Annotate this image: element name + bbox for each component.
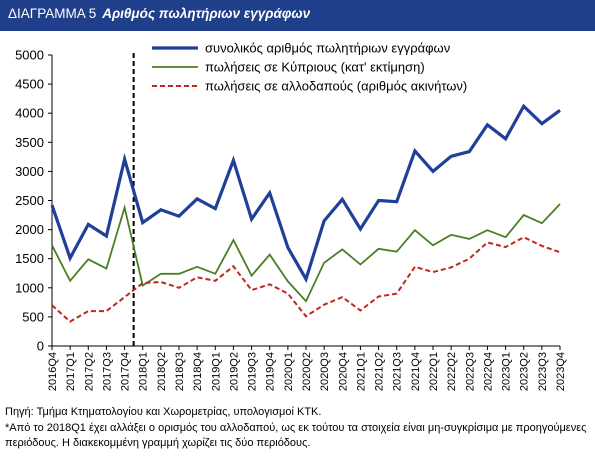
y-tick-label: 0 xyxy=(37,339,44,354)
x-tick-label: 2017Q2 xyxy=(83,352,95,391)
x-tick-label: 2019Q1 xyxy=(210,352,222,391)
x-tick-label: 2017Q1 xyxy=(65,352,77,391)
x-tick-label: 2022Q3 xyxy=(464,352,476,391)
x-tick-label: 2018Q1 xyxy=(138,352,150,391)
x-tick-label: 2020Q3 xyxy=(319,352,331,391)
line-chart: 0 500 1000 1500 2000 2500 3000 3500 4000 4500 5000… xyxy=(15,41,567,392)
x-tick-label: 2018Q2 xyxy=(156,352,168,391)
legend-label-1: συνολικός αριθμός πωλητήριων εγγράφων xyxy=(205,41,450,56)
x-tick-label: 2022Q4 xyxy=(482,352,494,391)
chart-number: ΔΙΑΓΡΑΜΜΑ 5 xyxy=(8,6,97,21)
x-tick-label: 2017Q4 xyxy=(120,352,132,391)
x-tick-label: 2020Q4 xyxy=(337,352,349,391)
y-tick-label: 3500 xyxy=(15,135,44,150)
legend-label-2: πωλήσεις σε Κύπριους (κατ' εκτίμηση) xyxy=(205,60,425,75)
x-tick-label: 2022Q2 xyxy=(446,352,458,391)
x-tick-label: 2023Q2 xyxy=(519,352,531,391)
x-tick-label: 2021Q3 xyxy=(392,352,404,391)
x-tick-label: 2021Q4 xyxy=(410,352,422,391)
y-tick-label: 5000 xyxy=(15,48,44,63)
series-line-2 xyxy=(51,203,561,303)
series-lines xyxy=(50,103,561,323)
x-axis: 2016Q4 2017Q1 2017Q2 2017Q3 2017Q4 2018Q1 2018… xyxy=(47,345,567,391)
x-tick-label: 2021Q2 xyxy=(374,352,386,391)
x-tick-label: 2016Q4 xyxy=(47,352,59,391)
y-tick-label: 4500 xyxy=(15,77,44,92)
y-tick-label: 1000 xyxy=(15,280,44,295)
legend: συνολικός αριθμός πωλητήριων εγγράφων πωλ… xyxy=(152,41,467,94)
footnote: *Από το 2018Q1 έχει αλλάξει ο ορισμός το… xyxy=(5,421,587,450)
series-line-3 xyxy=(51,236,561,323)
x-tick-label: 2020Q1 xyxy=(283,352,295,391)
x-tick-label: 2019Q2 xyxy=(228,352,240,391)
chart-title: Αριθμός πωλητήριων εγγράφων xyxy=(102,6,311,21)
y-tick-label: 4000 xyxy=(15,106,44,121)
y-tick-label: 2000 xyxy=(15,222,44,237)
y-tick-label: 500 xyxy=(22,309,44,324)
x-tick-label: 2020Q2 xyxy=(301,352,313,391)
x-tick-label: 2022Q1 xyxy=(428,352,440,391)
x-tick-label: 2023Q4 xyxy=(555,352,567,391)
x-tick-label: 2023Q3 xyxy=(537,352,549,391)
legend-label-3: πωλήσεις σε αλλοδαπούς (αριθμός ακινήτων… xyxy=(205,79,467,94)
y-tick-label: 2500 xyxy=(15,193,44,208)
series-line-1 xyxy=(50,103,561,284)
chart-header: ΔΙΑΓΡΑΜΜΑ 5 Αριθμός πωλητήριων εγγράφων xyxy=(0,0,595,31)
notes: Πηγή: Τμήμα Κτηματολογίου και Χωρομετρία… xyxy=(5,405,593,452)
x-tick-label: 2017Q3 xyxy=(101,352,113,391)
x-tick-label: 2021Q1 xyxy=(355,352,367,391)
y-axis: 0 500 1000 1500 2000 2500 3000 3500 4000 4500 5000 xyxy=(15,48,53,354)
x-tick-label: 2018Q3 xyxy=(174,352,186,391)
x-tick-label: 2023Q1 xyxy=(501,352,513,391)
x-tick-label: 2019Q4 xyxy=(265,352,277,391)
x-tick-label: 2018Q4 xyxy=(192,352,204,391)
x-tick-label: 2019Q3 xyxy=(247,352,259,391)
y-tick-label: 1500 xyxy=(15,251,44,266)
source-note: Πηγή: Τμήμα Κτηματολογίου και Χωρομετρία… xyxy=(5,406,322,418)
y-tick-label: 3000 xyxy=(15,164,44,179)
